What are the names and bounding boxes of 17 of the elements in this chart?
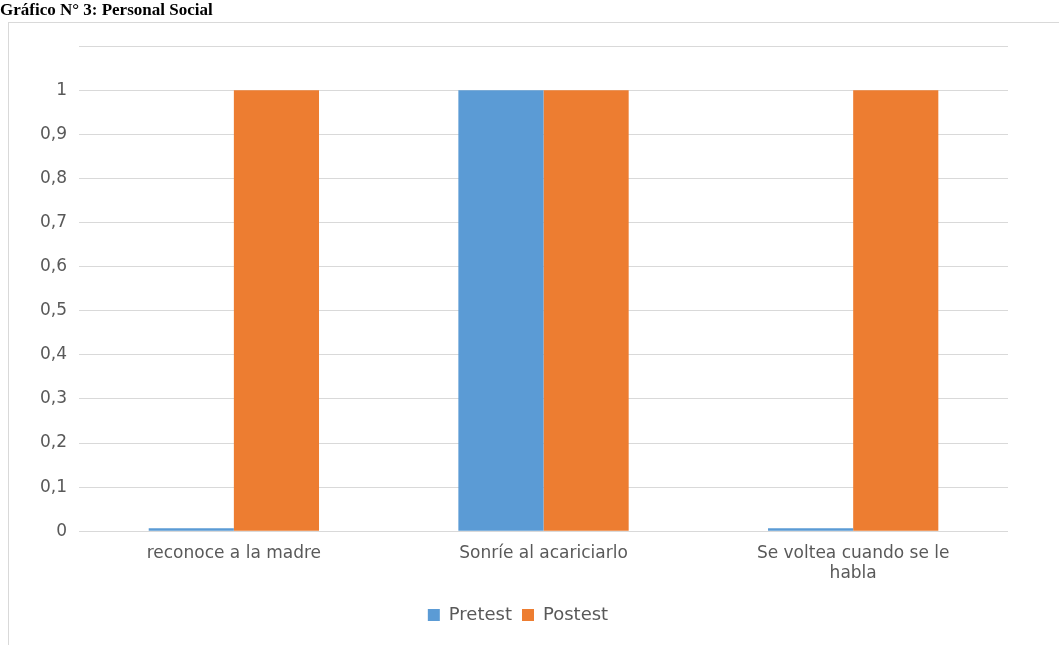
y-tick-label: 0,7 xyxy=(39,210,68,231)
legend-label: Pretest xyxy=(448,602,513,624)
y-tick-label: 0,6 xyxy=(39,255,68,276)
y-tick-label: 0,2 xyxy=(39,431,68,452)
y-tick-label: 0,8 xyxy=(39,166,68,187)
x-tick-label: Se voltea cuando se le habla xyxy=(756,541,950,583)
y-tick-label: 0,4 xyxy=(39,343,68,364)
legend-label: Postest xyxy=(543,602,609,624)
chart-title: Gráfico N° 3: Personal Social xyxy=(0,0,213,20)
y-tick-label: 0,9 xyxy=(39,122,68,143)
y-tick-label: 1 xyxy=(56,78,68,99)
x-tick-label: reconoce a la madre xyxy=(146,541,322,562)
y-tick-label: 0 xyxy=(56,519,68,540)
y-tick-label: 0,1 xyxy=(39,475,68,496)
y-tick-label: 0,5 xyxy=(39,299,68,320)
x-tick-label: Sonríe al acariciarlo xyxy=(459,541,628,562)
y-tick-label: 0,3 xyxy=(39,387,68,408)
